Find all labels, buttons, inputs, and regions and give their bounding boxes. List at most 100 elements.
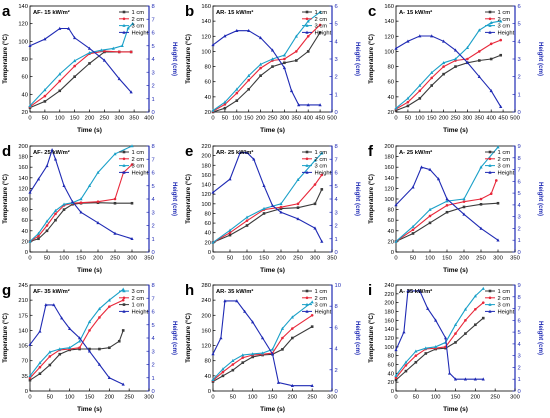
panel-letter: d: [2, 143, 11, 160]
y2-tick-label: 3: [335, 57, 338, 63]
data-point-s1: [48, 363, 52, 367]
x-tick-label: 100: [59, 256, 69, 262]
data-point-s2: [45, 224, 49, 227]
y-tick-label: 240: [384, 283, 394, 289]
data-point-s3: [481, 286, 485, 290]
data-point-height: [499, 104, 503, 108]
y-tick-label: 245: [18, 283, 28, 289]
data-point-s1: [462, 205, 466, 209]
series-line-s2: [212, 24, 321, 112]
data-point-s3: [130, 144, 134, 148]
data-point-height: [50, 148, 54, 152]
series-line-s2: [29, 299, 124, 379]
y2-tick-label: 4: [335, 347, 339, 353]
panel-letter: i: [368, 282, 372, 299]
data-point-s1: [479, 203, 483, 206]
y2-tick-label: 3: [335, 210, 338, 216]
y2-axis-label: Height (cm): [537, 42, 544, 76]
data-point-height: [247, 28, 251, 33]
x-tick-label: 450: [315, 116, 325, 122]
y2-tick-label: 3: [152, 70, 155, 76]
data-point-s3: [87, 319, 92, 324]
legend-label: Height: [315, 309, 332, 315]
data-point-s2: [228, 231, 232, 235]
y-tick-label: 40: [22, 229, 28, 235]
data-point-s1: [318, 31, 322, 34]
data-point-height: [107, 375, 111, 380]
data-point-height: [402, 330, 406, 334]
y-axis-label: Temperature (°C): [2, 34, 9, 84]
legend-label: Height: [132, 170, 149, 176]
data-point-s2: [296, 202, 300, 206]
x-tick-label: 150: [85, 395, 95, 401]
x-tick-label: 50: [42, 116, 48, 122]
y-tick-label: 200: [384, 144, 394, 150]
data-point-s3: [453, 322, 458, 327]
legend-marker: [122, 309, 126, 313]
x-tick-label: 350: [144, 256, 154, 262]
y-axis-label: Temperature (°C): [368, 174, 375, 224]
y2-tick-label: 7: [518, 168, 521, 174]
y2-axis-label: Height (cm): [354, 42, 361, 76]
y2-tick-label: 4: [335, 197, 339, 203]
data-point-height: [96, 221, 100, 225]
data-point-height: [211, 43, 215, 47]
data-point-s1: [283, 61, 286, 65]
x-tick-label: 50: [47, 395, 53, 401]
y-tick-label: 140: [18, 4, 28, 10]
legend-marker: [122, 23, 126, 27]
legend-marker: [488, 10, 492, 14]
data-point-s3: [87, 183, 92, 188]
data-point-s1: [478, 59, 481, 62]
chart-panel-c: 0 50 100 150 200 250 300 350 400 450 5002040608010…: [368, 3, 544, 134]
y2-tick-label: 7: [152, 157, 155, 163]
data-point-s2: [247, 78, 250, 82]
y-tick-label: 160: [384, 4, 394, 10]
data-point-s3: [499, 19, 503, 23]
y-axis-label: Temperature (°C): [185, 313, 192, 363]
y2-tick-label: 4: [518, 203, 522, 209]
data-point-s1: [406, 104, 410, 108]
data-point-s2: [98, 316, 101, 319]
legend-label: 1 cm: [132, 150, 145, 156]
y-tick-label: 120: [18, 186, 28, 192]
legend-label: 3 cm: [315, 303, 328, 309]
x-tick-label: 150: [442, 256, 452, 262]
y2-tick-label: 0: [152, 250, 155, 256]
series-line-s2: [395, 302, 484, 379]
data-point-s3: [260, 351, 265, 355]
data-point-s2: [130, 163, 134, 166]
legend-label: 2 cm: [498, 17, 511, 23]
x-tick-label: 150: [268, 395, 278, 401]
data-point-s3: [245, 215, 249, 219]
data-point-s1: [394, 378, 398, 382]
data-point-s1: [221, 374, 225, 378]
x-tick-label: 50: [230, 395, 236, 401]
legend-label: 3 cm: [498, 164, 511, 170]
series-line-s1: [29, 51, 132, 109]
data-point-s2: [430, 76, 433, 80]
data-point-height: [223, 34, 227, 38]
data-point-s3: [306, 19, 310, 23]
data-point-height: [418, 289, 422, 293]
x-tick-label: 100: [415, 116, 425, 122]
series-line-height: [29, 304, 124, 385]
data-point-height: [419, 165, 424, 169]
y-tick-label: 20: [22, 239, 28, 245]
y-tick-label: 100: [201, 202, 211, 208]
data-point-height: [68, 326, 72, 331]
data-point-height: [447, 371, 452, 375]
data-point-s3: [414, 349, 418, 353]
data-point-height: [442, 39, 446, 43]
chart-title: AR- 35 kW/m²: [216, 288, 253, 295]
legend-marker: [488, 302, 492, 306]
y2-tick-label: 5: [152, 323, 155, 329]
y2-tick-label: 0: [335, 110, 338, 116]
y-tick-label: 120: [384, 34, 394, 40]
y2-tick-label: 2: [152, 224, 155, 230]
data-point-s1: [259, 74, 262, 77]
series-line-height: [395, 290, 484, 380]
legend-marker: [305, 289, 309, 293]
legend-label: 1 cm: [132, 303, 145, 309]
data-point-s2: [418, 89, 422, 93]
